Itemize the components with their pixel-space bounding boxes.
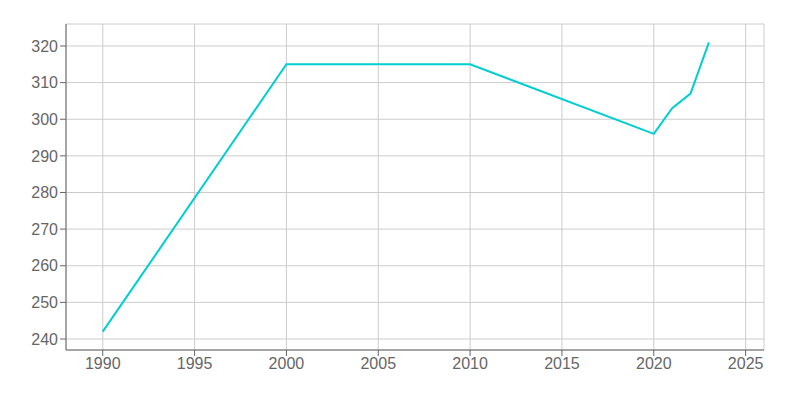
svg-text:310: 310 — [31, 74, 58, 91]
svg-text:1995: 1995 — [177, 355, 213, 372]
svg-text:240: 240 — [31, 331, 58, 348]
svg-text:320: 320 — [31, 38, 58, 55]
svg-text:2000: 2000 — [269, 355, 305, 372]
svg-text:1990: 1990 — [85, 355, 121, 372]
svg-text:2020: 2020 — [636, 355, 672, 372]
svg-text:2010: 2010 — [452, 355, 488, 372]
svg-text:2005: 2005 — [360, 355, 396, 372]
svg-text:2025: 2025 — [728, 355, 764, 372]
svg-text:280: 280 — [31, 184, 58, 201]
svg-text:2015: 2015 — [544, 355, 580, 372]
svg-text:270: 270 — [31, 221, 58, 238]
svg-text:260: 260 — [31, 257, 58, 274]
svg-text:250: 250 — [31, 294, 58, 311]
svg-text:290: 290 — [31, 148, 58, 165]
svg-text:300: 300 — [31, 111, 58, 128]
